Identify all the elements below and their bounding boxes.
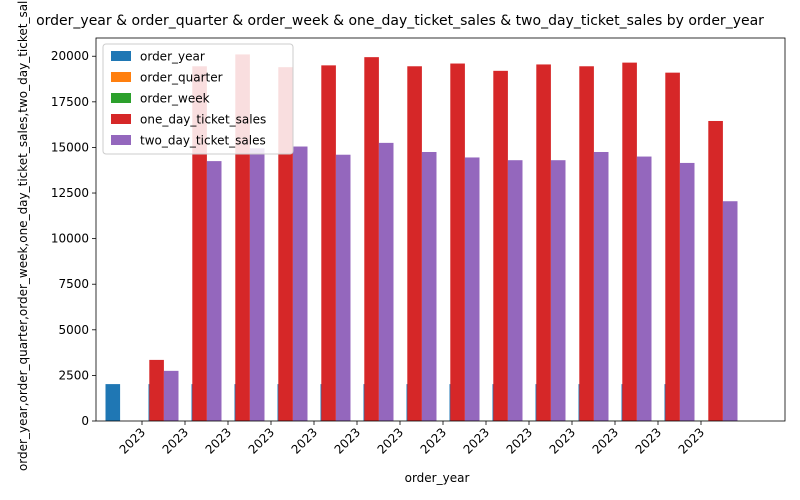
bar-one_day_ticket_sales-8: [493, 70, 508, 421]
x-tick-label-4: 2023: [289, 425, 320, 456]
legend-box: [102, 43, 294, 155]
y-tick-label-6: 15000: [51, 140, 89, 154]
x-tick-label-5: 2023: [332, 425, 363, 456]
bar-two_day_ticket_sales-8: [507, 160, 523, 421]
bar-one_day_ticket_sales-0: [149, 359, 164, 421]
legend-swatch-two_day_ticket_sales: [111, 135, 131, 145]
x-ticks: 2023 2023 2023 2023 2023 2023 2023 2023 2023 2023…: [117, 421, 707, 457]
y-tick-label-0: 0: [81, 414, 89, 428]
bar-two_day_ticket_sales-4: [335, 154, 351, 421]
legend-label-order_year: order_year: [140, 50, 205, 64]
bar-one_day_ticket_sales-12: [665, 72, 680, 422]
legend-label-one_day_ticket_sales: one_day_ticket_sales: [140, 113, 266, 127]
y-tick-label-1: 2500: [58, 368, 89, 382]
x-tick-label-12: 2023: [633, 425, 664, 456]
legend-swatch-order_year: [111, 51, 131, 61]
bar-one_day_ticket_sales-1: [192, 66, 207, 422]
bar-two_day_ticket_sales-6: [421, 151, 437, 422]
bar-two_day_ticket_sales-9: [550, 160, 566, 421]
bar-one_day_ticket_sales-5: [364, 57, 379, 422]
bar-two_day_ticket_sales-3: [292, 146, 308, 421]
legend-label-order_week: order_week: [140, 92, 210, 106]
legend-swatch-order_quarter: [111, 72, 131, 82]
bar-one_day_ticket_sales-13: [708, 120, 723, 421]
bar-two_day_ticket_sales-7: [464, 157, 480, 421]
x-tick-label-7: 2023: [418, 425, 449, 456]
y-tick-label-5: 12500: [51, 186, 89, 200]
y-tick-label-2: 5000: [58, 323, 89, 337]
x-tick-label-2: 2023: [203, 425, 234, 456]
y-axis-label: order_year,order_quarter,order_week,one_…: [16, 0, 30, 471]
x-tick-label-3: 2023: [246, 425, 277, 456]
chart-title: order_year & order_quarter & order_week …: [36, 13, 764, 29]
y-tick-label-4: 10000: [51, 232, 89, 246]
bars-layer: [105, 54, 738, 422]
x-tick-label-1: 2023: [160, 425, 191, 456]
x-tick-label-8: 2023: [461, 425, 492, 456]
y-tick-label-7: 17500: [51, 95, 89, 109]
legend-swatch-one_day_ticket_sales: [111, 114, 131, 124]
y-ticks: 0 2500 5000 7500 10000 12500 15000 17500 20000: [51, 49, 96, 428]
bar-one_day_ticket_sales-6: [407, 66, 422, 422]
x-axis-label: order_year: [405, 471, 470, 485]
bar-one_day_ticket_sales-9: [536, 64, 551, 421]
x-tick-label-6: 2023: [375, 425, 406, 456]
bar-one_day_ticket_sales-11: [622, 62, 637, 422]
bar-two_day_ticket_sales-11: [636, 156, 652, 422]
legend: order_year order_quarter order_week one_day…: [102, 43, 294, 155]
bar-one_day_ticket_sales-10: [579, 66, 594, 422]
x-tick-label-13: 2023: [676, 425, 707, 456]
legend-swatch-order_week: [111, 93, 131, 103]
y-tick-label-8: 20000: [51, 49, 89, 63]
y-tick-label-3: 7500: [58, 277, 89, 291]
bar-one_day_ticket_sales-4: [321, 65, 336, 422]
legend-label-two_day_ticket_sales: two_day_ticket_sales: [140, 134, 266, 148]
x-tick-label-9: 2023: [504, 425, 535, 456]
legend-label-order_quarter: order_quarter: [140, 71, 223, 85]
bar-two_day_ticket_sales-13: [722, 201, 738, 421]
x-tick-label-10: 2023: [547, 425, 578, 456]
bar-two_day_ticket_sales-12: [679, 162, 695, 421]
plot-frame: [95, 37, 786, 422]
bar-order_year-0: [105, 384, 121, 421]
bar-two_day_ticket_sales-5: [378, 142, 394, 421]
x-tick-label-11: 2023: [590, 425, 621, 456]
x-tick-label-0: 2023: [117, 425, 148, 456]
bar-two_day_ticket_sales-2: [249, 148, 265, 421]
bar-two_day_ticket_sales-10: [593, 151, 609, 422]
bar-two_day_ticket_sales-0: [163, 370, 179, 421]
bar-two_day_ticket_sales-1: [206, 161, 222, 422]
bar-one_day_ticket_sales-3: [278, 67, 293, 422]
bar-one_day_ticket_sales-7: [450, 63, 465, 421]
